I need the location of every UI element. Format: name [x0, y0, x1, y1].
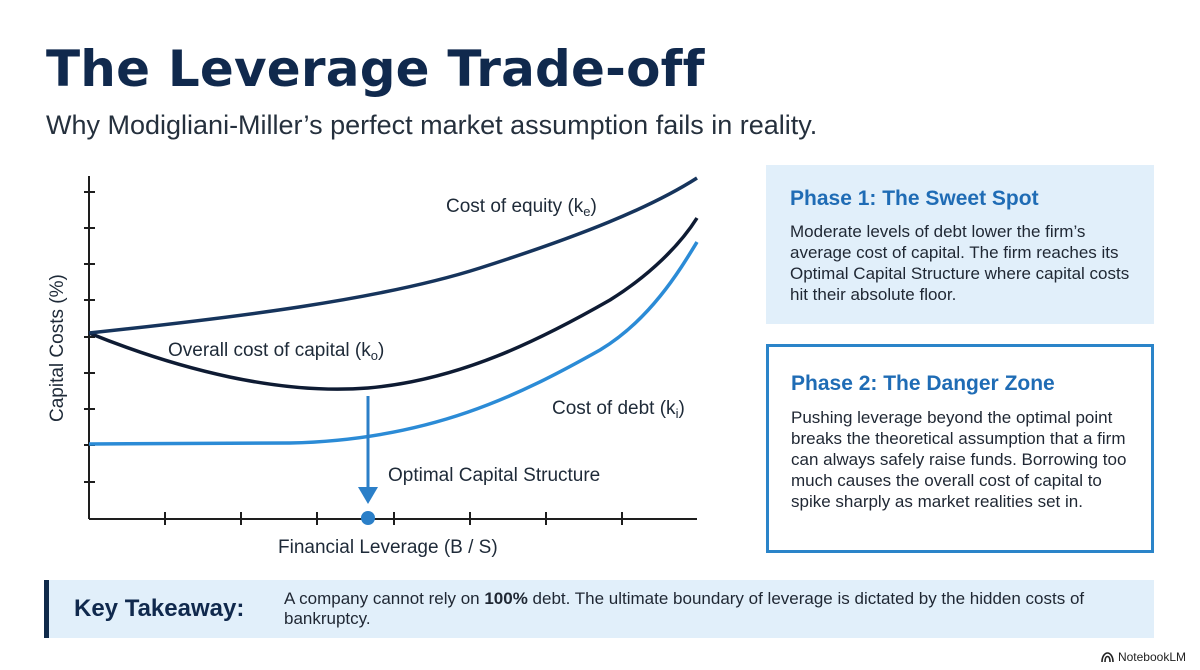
optimal-arrow-head — [358, 487, 378, 504]
notebooklm-logo-icon — [1101, 651, 1114, 662]
overall-cost-of-capital-line — [88, 217, 699, 391]
y-axis-label: Capital Costs (%) — [47, 274, 68, 422]
page-subtitle: Why Modigliani-Miller’s perfect market a… — [46, 110, 818, 140]
takeaway-text: A company cannot rely on 100% debt. The … — [284, 589, 1085, 628]
overall-cost-of-capital-label: Overall cost of capital (ko) — [168, 340, 384, 363]
takeaway-accent-bar — [44, 580, 49, 638]
cost-of-equity-line — [88, 176, 698, 335]
cost-of-equity-label: Cost of equity (ke) — [446, 196, 597, 219]
phase-2-body: Pushing leverage beyond the optimal poin… — [791, 408, 1127, 511]
x-axis-ticks — [164, 512, 623, 525]
phase-1-title: Phase 1: The Sweet Spot — [790, 187, 1039, 210]
takeaway-label: Key Takeaway: — [74, 595, 245, 622]
phase-2-title: Phase 2: The Danger Zone — [791, 372, 1055, 395]
takeaway-emphasis: 100% — [484, 589, 528, 608]
optimal-capital-structure-label: Optimal Capital Structure — [388, 465, 600, 486]
leverage-chart: Cost of equity (ke) Overall cost of capi… — [47, 176, 699, 558]
x-axis-label: Financial Leverage (B / S) — [278, 537, 498, 558]
page-title: The Leverage Trade-off — [46, 40, 705, 98]
notebooklm-brand: NotebookLM — [1101, 650, 1186, 664]
phase-1-panel: Phase 1: The Sweet Spot Moderate levels … — [766, 165, 1154, 324]
phase-1-body: Moderate levels of debt lower the firm’s… — [790, 222, 1130, 304]
optimal-point-marker — [361, 511, 375, 525]
brand-name: NotebookLM — [1117, 650, 1186, 664]
phase-2-panel: Phase 2: The Danger Zone Pushing leverag… — [766, 344, 1154, 553]
cost-of-debt-line — [88, 241, 699, 446]
key-takeaway-box: Key Takeaway: A company cannot rely on 1… — [44, 580, 1154, 638]
cost-of-debt-label: Cost of debt (ki) — [552, 398, 685, 421]
